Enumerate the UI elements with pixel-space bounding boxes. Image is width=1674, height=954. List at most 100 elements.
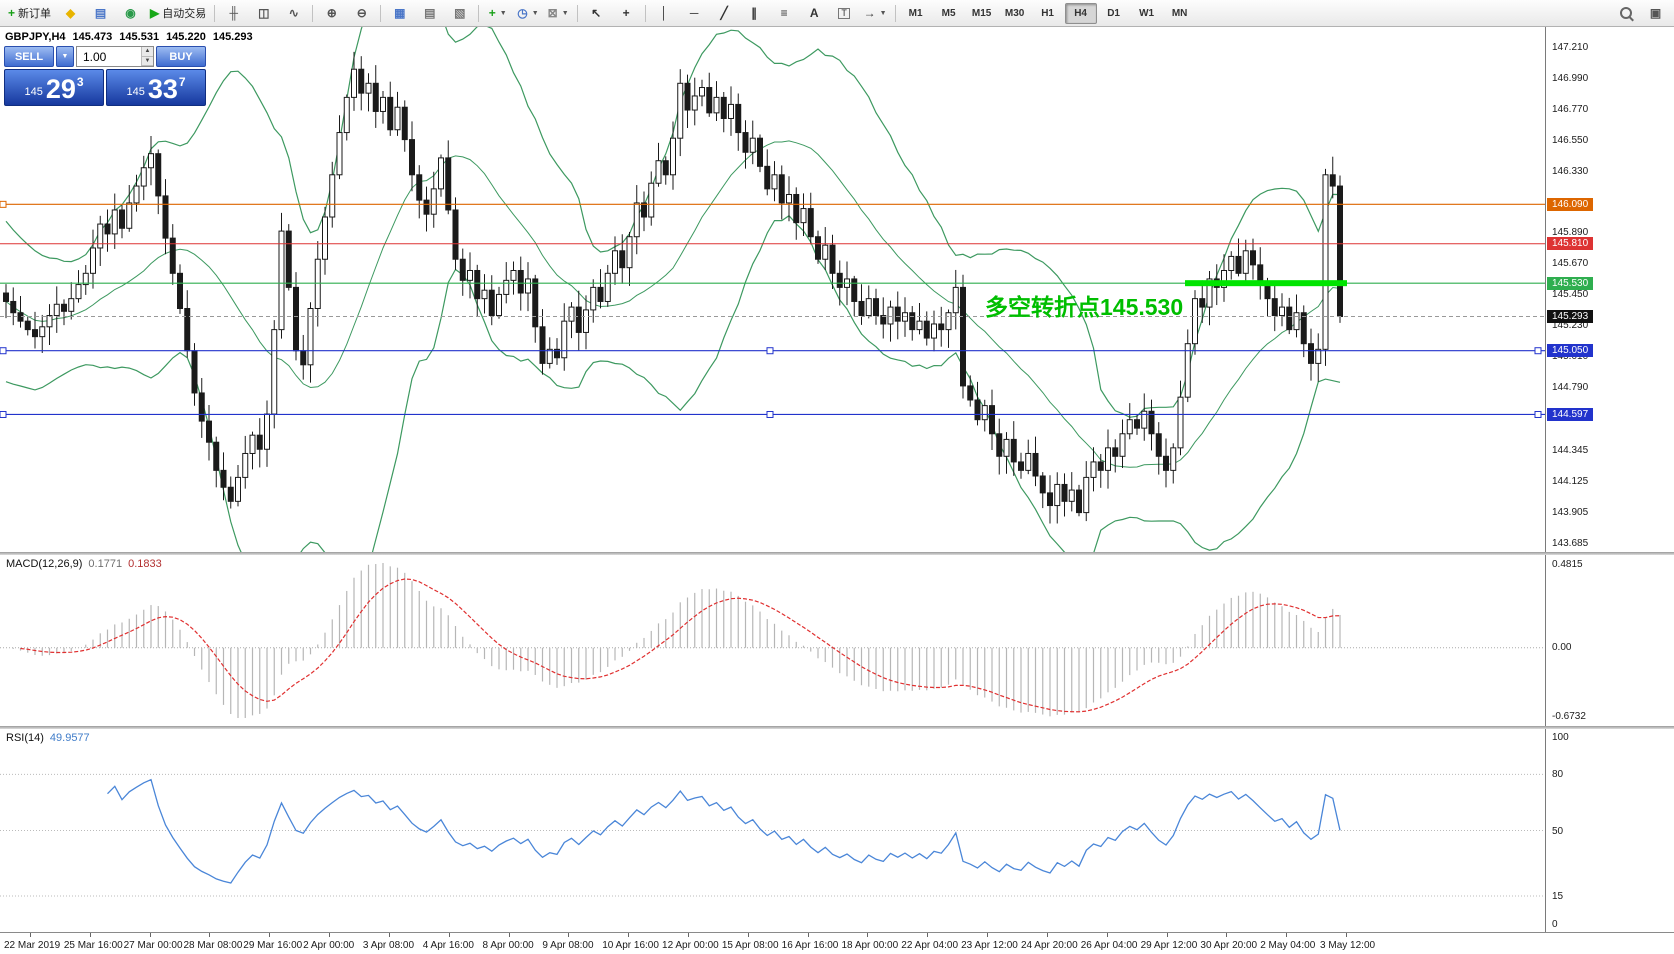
horizontal-line-object[interactable] xyxy=(0,347,1545,355)
time-tick xyxy=(568,933,570,937)
volume-down-button[interactable]: ▼ xyxy=(142,56,153,66)
new-window-button[interactable]: ▣ xyxy=(1641,2,1670,25)
horizontal-line-object[interactable] xyxy=(0,410,1545,418)
data-window-button[interactable]: ◉ xyxy=(116,2,145,25)
fibonacci-icon: ≡ xyxy=(780,6,788,20)
vertical-line-button[interactable]: │ xyxy=(650,2,679,25)
cursor-button[interactable]: ↖ xyxy=(582,2,611,25)
equidistant-channel-button[interactable]: ∥ xyxy=(740,2,769,25)
text-button[interactable]: A xyxy=(800,2,829,25)
line-handle[interactable] xyxy=(0,410,7,418)
horizontal-line-object[interactable] xyxy=(0,200,1545,208)
candlestick-chart[interactable] xyxy=(0,27,1545,552)
macd-chart[interactable] xyxy=(0,555,1545,726)
dropdown-arrow-icon: ▼ xyxy=(879,9,887,17)
rsi-line xyxy=(107,778,1341,884)
new-order-button[interactable]: + 新订单 xyxy=(4,2,55,25)
zoom-in-button[interactable]: ⊕ xyxy=(317,2,346,25)
line-handle[interactable] xyxy=(766,347,774,355)
panel-separator[interactable] xyxy=(0,552,1674,555)
timeframe-button-d1[interactable]: D1 xyxy=(1107,7,1120,19)
sell-price-big: 29 xyxy=(45,74,76,105)
timeframe-button-w1[interactable]: W1 xyxy=(1139,7,1155,19)
symbol-name: GBPJPY,H4 xyxy=(5,31,66,43)
price-badge: 145.810 xyxy=(1547,237,1594,251)
price-axis[interactable]: 147.210 146.990 146.770 146.550 146.330 145.8… xyxy=(1545,27,1674,552)
buy-price-display[interactable]: 145 33 7 xyxy=(106,69,206,106)
search-button[interactable] xyxy=(1611,2,1640,25)
sell-price-display[interactable]: 145 29 3 xyxy=(4,69,104,106)
timeframe-button-m1[interactable]: M1 xyxy=(908,7,923,19)
time-axis-label: 26 Apr 04:00 xyxy=(1080,940,1138,951)
rsi-axis[interactable]: 100 80 50 15 0 xyxy=(1545,729,1674,932)
tile-windows-icon: ▦ xyxy=(394,6,406,20)
text-label-button[interactable]: T xyxy=(830,2,859,25)
vertical-line-icon: │ xyxy=(660,6,668,20)
toolbar-separator xyxy=(214,4,216,22)
templates-icon: ⊠ xyxy=(547,6,558,20)
time-tick xyxy=(1106,933,1108,937)
chart-shift-button[interactable]: ▧ xyxy=(445,2,474,25)
time-tick xyxy=(867,933,869,937)
time-tick xyxy=(508,933,510,937)
buy-button[interactable]: BUY xyxy=(156,46,206,67)
time-axis-label: 27 Mar 00:00 xyxy=(123,940,183,951)
timeframe-button-h4[interactable]: H4 xyxy=(1064,2,1097,24)
dropdown-arrow-icon: ▼ xyxy=(531,9,539,17)
time-tick xyxy=(1226,933,1228,937)
pivot-highlight-bar[interactable] xyxy=(1185,280,1347,287)
horizontal-line-button[interactable]: ─ xyxy=(680,2,709,25)
line-chart-button[interactable]: ∿ xyxy=(279,2,308,25)
timeframe-button-m5[interactable]: M5 xyxy=(941,7,956,19)
sell-price-sup: 3 xyxy=(76,75,84,89)
timeframe-button-m15[interactable]: M15 xyxy=(971,7,992,19)
timeframe-button-h1[interactable]: H1 xyxy=(1041,7,1054,19)
templates-button[interactable]: ⊠ ▼ xyxy=(544,2,573,25)
line-handle[interactable] xyxy=(1534,410,1542,418)
rsi-chart[interactable] xyxy=(0,729,1545,932)
time-axis-label: 22 Mar 2019 xyxy=(4,940,61,951)
macd-axis[interactable]: 0.4815 0.00 -0.6732 xyxy=(1545,555,1674,726)
line-handle[interactable] xyxy=(766,410,774,418)
time-tick xyxy=(89,933,91,937)
auto-scroll-button[interactable]: ▤ xyxy=(415,2,444,25)
zoom-out-button[interactable]: ⊖ xyxy=(347,2,376,25)
time-tick xyxy=(927,933,929,937)
pivot-annotation-text[interactable]: 多空转折点145.530 xyxy=(985,294,1184,320)
trendline-button[interactable]: ╱ xyxy=(710,2,739,25)
sell-button[interactable]: SELL xyxy=(4,46,54,67)
macd-panel[interactable]: 0.4815 0.00 -0.6732 MACD(12,26,9) 0.1771 0… xyxy=(0,555,1674,726)
price-axis-label: 144.125 xyxy=(1552,475,1589,487)
tile-windows-button[interactable]: ▦ xyxy=(385,2,414,25)
fibonacci-button[interactable]: ≡ xyxy=(770,2,799,25)
time-axis[interactable]: 22 Mar 2019 25 Mar 16:00 27 Mar 00:00 28 Ma… xyxy=(0,932,1674,954)
price-axis-label: 145.230 xyxy=(1552,320,1589,332)
periods-button[interactable]: ◷ ▼ xyxy=(513,2,542,25)
metaeditor-button[interactable]: ◆ xyxy=(56,2,85,25)
volume-dropdown-button[interactable]: ▼ xyxy=(56,46,74,67)
new-window-icon: ▣ xyxy=(1649,6,1662,20)
autotrading-button[interactable]: ▶ 自动交易 xyxy=(146,2,210,25)
volume-up-button[interactable]: ▲ xyxy=(142,47,153,57)
panel-separator[interactable] xyxy=(0,726,1674,729)
toolbar-separator xyxy=(380,4,382,22)
bar-chart-button[interactable]: ╫ xyxy=(219,2,248,25)
main-chart-panel[interactable]: 147.210 146.990 146.770 146.550 146.330 145.8… xyxy=(0,27,1674,552)
time-axis-label: 3 Apr 08:00 xyxy=(362,940,415,951)
timeframe-button-mn[interactable]: MN xyxy=(1171,7,1188,19)
line-handle[interactable] xyxy=(0,347,7,355)
line-handle[interactable] xyxy=(0,200,7,208)
time-axis-label: 25 Mar 16:00 xyxy=(63,940,123,951)
candlestick-chart-button[interactable]: ◫ xyxy=(249,2,278,25)
crosshair-button[interactable]: + xyxy=(612,2,641,25)
zoom-out-icon: ⊖ xyxy=(356,6,367,20)
arrows-button[interactable]: → ▼ xyxy=(860,2,891,25)
market-watch-button[interactable]: ▤ xyxy=(86,2,115,25)
rsi-panel[interactable]: 100 80 50 15 0 RSI(14) 49.9577 xyxy=(0,729,1674,932)
volume-input[interactable] xyxy=(77,47,147,66)
line-handle[interactable] xyxy=(1534,347,1542,355)
crosshair-icon: + xyxy=(622,6,630,20)
add-indicator-button[interactable]: + ▼ xyxy=(483,2,512,25)
macd-main-value: 0.1771 xyxy=(88,558,123,570)
timeframe-button-m30[interactable]: M30 xyxy=(1004,7,1025,19)
